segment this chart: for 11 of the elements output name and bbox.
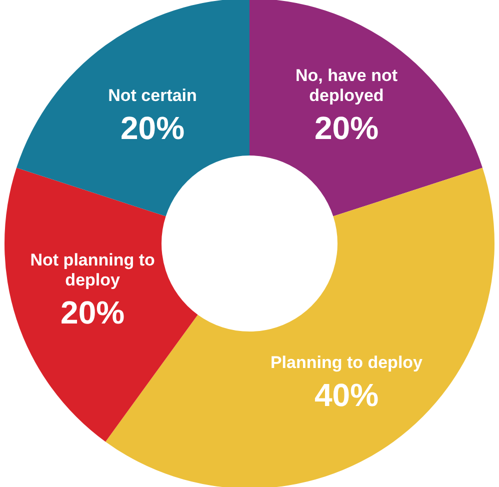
data-label: 20% bbox=[120, 110, 185, 146]
data-label: 20% bbox=[60, 294, 125, 330]
donut-slice bbox=[16, 0, 250, 216]
data-label: 20% bbox=[314, 110, 379, 146]
data-label: 40% bbox=[314, 376, 379, 413]
slice-label: Planning to deploy bbox=[270, 352, 424, 372]
donut-slice bbox=[4, 168, 198, 442]
slice-label: No, have not deployed bbox=[295, 66, 398, 106]
slice-label: Not certain bbox=[108, 86, 197, 106]
slice-label: Not planning to deploy bbox=[30, 250, 155, 290]
donut-slice bbox=[250, 0, 483, 216]
